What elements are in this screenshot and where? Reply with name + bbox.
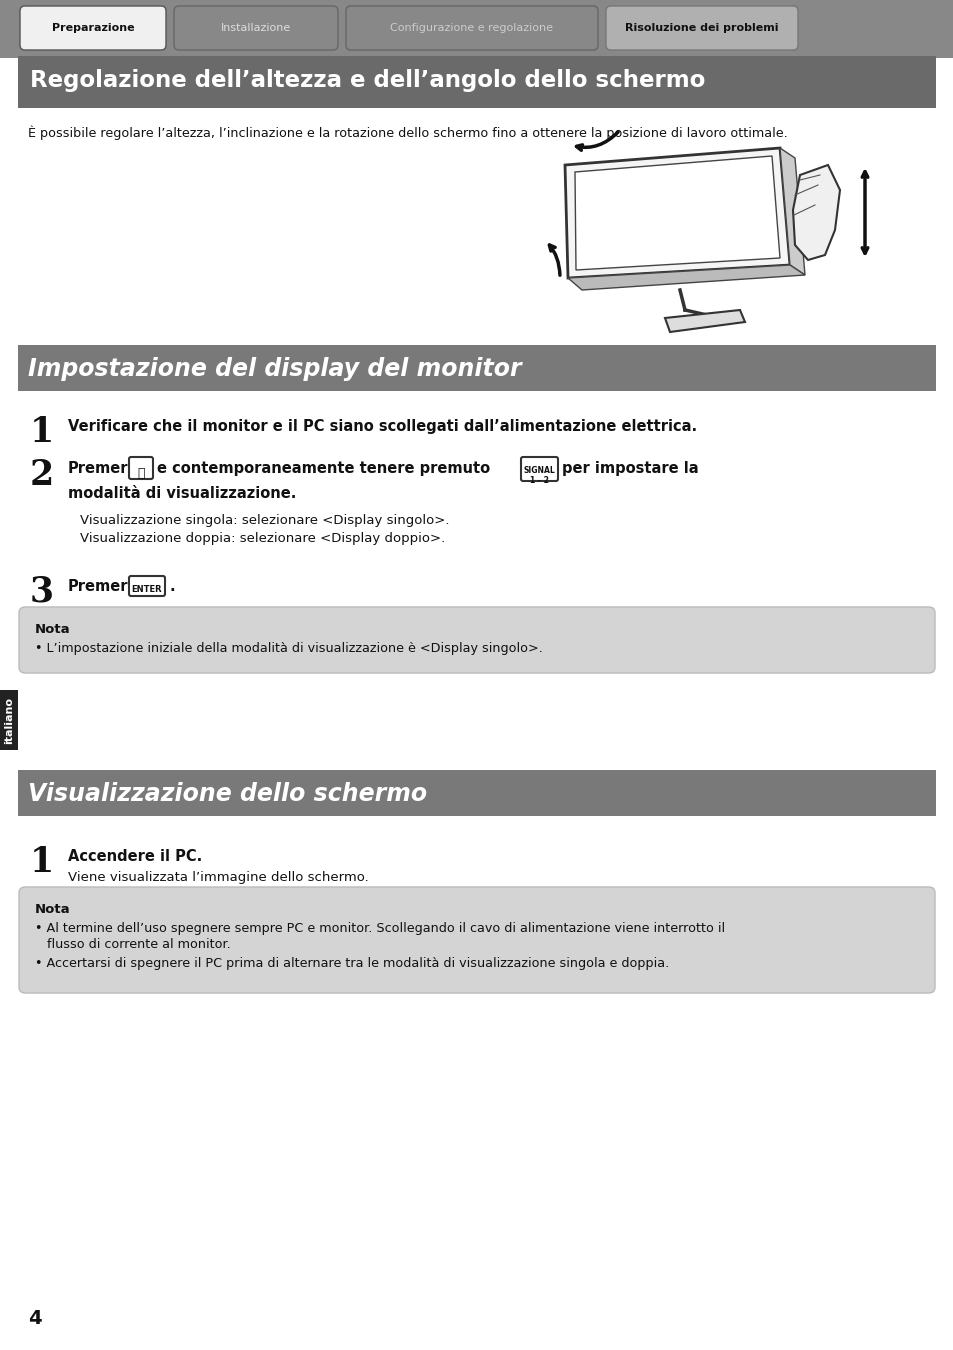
Text: ENTER: ENTER xyxy=(132,585,162,594)
FancyBboxPatch shape xyxy=(129,458,152,479)
FancyBboxPatch shape xyxy=(346,5,598,50)
Bar xyxy=(18,55,935,108)
Text: Premere: Premere xyxy=(68,460,138,477)
Polygon shape xyxy=(564,148,789,278)
Text: e contemporaneamente tenere premuto: e contemporaneamente tenere premuto xyxy=(157,460,490,477)
Text: Regolazione dell’altezza e dell’angolo dello schermo: Regolazione dell’altezza e dell’angolo d… xyxy=(30,69,704,93)
Text: Visualizzazione dello schermo: Visualizzazione dello schermo xyxy=(28,782,427,806)
Text: Nota: Nota xyxy=(35,903,71,917)
Polygon shape xyxy=(664,310,744,332)
Bar xyxy=(18,346,935,392)
FancyBboxPatch shape xyxy=(173,5,337,50)
Text: 4: 4 xyxy=(28,1308,42,1327)
Text: È possibile regolare l’altezza, l’inclinazione e la rotazione dello schermo fino: È possibile regolare l’altezza, l’inclin… xyxy=(28,126,787,139)
Text: Installazione: Installazione xyxy=(221,23,291,32)
Text: flusso di corrente al monitor.: flusso di corrente al monitor. xyxy=(47,938,231,950)
Text: .: . xyxy=(170,579,175,594)
Text: Verificare che il monitor e il PC siano scollegati dall’alimentazione elettrica.: Verificare che il monitor e il PC siano … xyxy=(68,418,697,433)
Text: 3: 3 xyxy=(30,575,54,609)
Text: Nota: Nota xyxy=(35,622,71,636)
Text: • L’impostazione iniziale della modalità di visualizzazione è <Display singolo>.: • L’impostazione iniziale della modalità… xyxy=(35,643,542,655)
Text: modalità di visualizzazione.: modalità di visualizzazione. xyxy=(68,486,296,501)
Text: Configurazione e regolazione: Configurazione e regolazione xyxy=(390,23,553,32)
Bar xyxy=(0,690,18,751)
Text: per impostare la: per impostare la xyxy=(561,460,698,477)
Text: Visualizzazione singola: selezionare <Display singolo>.: Visualizzazione singola: selezionare <Di… xyxy=(80,514,449,526)
Text: • Al termine dell’uso spegnere sempre PC e monitor. Scollegando il cavo di alime: • Al termine dell’uso spegnere sempre PC… xyxy=(35,922,724,936)
FancyBboxPatch shape xyxy=(520,458,558,481)
Text: Risoluzione dei problemi: Risoluzione dei problemi xyxy=(624,23,778,32)
Text: • Accertarsi di spegnere il PC prima di alternare tra le modalità di visualizzaz: • Accertarsi di spegnere il PC prima di … xyxy=(35,957,669,971)
Text: SIGNAL
1 - 2: SIGNAL 1 - 2 xyxy=(522,466,555,486)
Polygon shape xyxy=(780,148,804,275)
Text: Viene visualizzata l’immagine dello schermo.: Viene visualizzata l’immagine dello sche… xyxy=(68,871,369,884)
Bar xyxy=(0,0,953,58)
Text: Impostazione del display del monitor: Impostazione del display del monitor xyxy=(28,356,521,381)
FancyBboxPatch shape xyxy=(19,887,934,994)
Text: ⏻: ⏻ xyxy=(137,467,145,481)
Polygon shape xyxy=(792,165,840,261)
Text: Visualizzazione doppia: selezionare <Display doppio>.: Visualizzazione doppia: selezionare <Dis… xyxy=(80,532,445,545)
Text: Preparazione: Preparazione xyxy=(51,23,134,32)
Polygon shape xyxy=(567,265,804,290)
FancyBboxPatch shape xyxy=(129,576,165,595)
Text: 1: 1 xyxy=(30,845,54,879)
Text: Premere: Premere xyxy=(68,579,138,594)
Text: Accendere il PC.: Accendere il PC. xyxy=(68,849,202,864)
FancyBboxPatch shape xyxy=(605,5,797,50)
FancyBboxPatch shape xyxy=(20,5,166,50)
FancyBboxPatch shape xyxy=(19,608,934,674)
Polygon shape xyxy=(575,157,780,270)
Text: 2: 2 xyxy=(30,458,54,491)
Text: 1: 1 xyxy=(30,414,54,450)
Text: italiano: italiano xyxy=(4,697,14,744)
Bar xyxy=(18,769,935,815)
